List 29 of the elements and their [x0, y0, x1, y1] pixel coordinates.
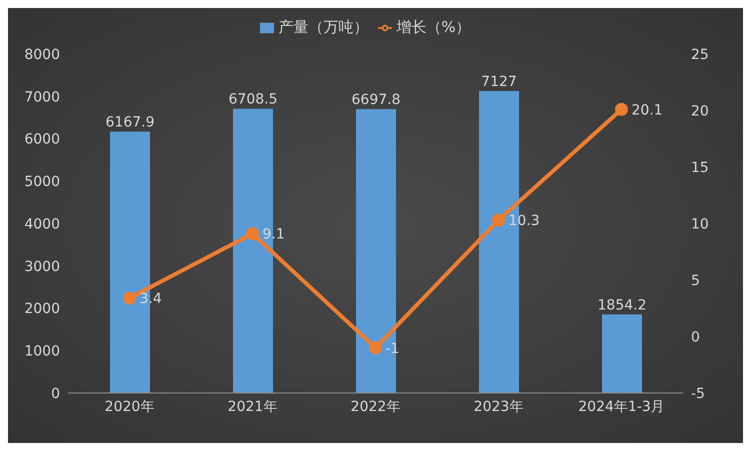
x-tick-label: 2020年 [104, 398, 154, 415]
y2-tick-label: 15 [691, 160, 709, 176]
y2-tick-label: 20 [691, 103, 709, 120]
y-tick-label: 5000 [24, 174, 60, 190]
y2-tick-label: -5 [691, 386, 705, 402]
y2-tick-label: 25 [691, 46, 709, 63]
y2-tick-label: 5 [691, 272, 700, 289]
y-tick-label: 1000 [24, 344, 60, 360]
y-tick-label: 7000 [24, 89, 60, 106]
data-label: 6167.9 [106, 114, 154, 131]
data-label: 1854.2 [598, 297, 646, 314]
x-tick-label: 2023年 [474, 398, 524, 415]
y-tick-label: 4000 [24, 216, 60, 232]
legend-label: 产量（万吨） [278, 18, 368, 36]
data-label: 6697.8 [352, 92, 400, 108]
y2-tick-label: 0 [691, 329, 700, 346]
legend-label: 增长（%） [396, 18, 471, 36]
x-tick-label: 2022年 [350, 398, 400, 415]
data-label: 20.1 [632, 102, 663, 118]
y-tick-label: 6000 [24, 132, 60, 148]
y-tick-label: 2000 [24, 301, 60, 318]
y-tick-label: 0 [51, 386, 60, 402]
y-tick-label: 3000 [24, 258, 60, 275]
x-tick-label: 2021年 [228, 398, 278, 415]
data-label: 6708.5 [228, 92, 278, 108]
y2-tick-label: 10 [691, 216, 709, 232]
y-tick-label: 8000 [24, 46, 60, 63]
data-label: 7127 [481, 74, 517, 90]
x-tick-label: 2024年1-3月 [578, 398, 665, 415]
